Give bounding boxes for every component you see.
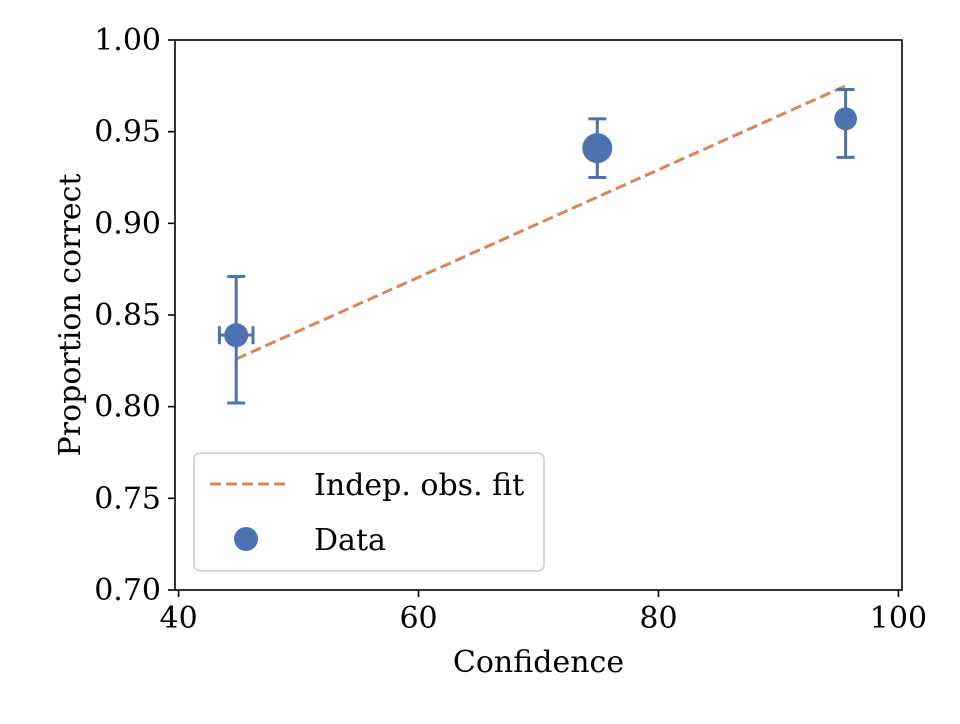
x-axis-label: Confidence [453, 645, 624, 680]
data-point [224, 323, 249, 348]
marks-layer [217, 84, 858, 405]
y-tick-label: 0.85 [94, 298, 161, 333]
x-tick-label: 40 [160, 601, 198, 636]
y-tick-label: 0.70 [94, 573, 161, 608]
y-tick-label: 1.00 [94, 23, 161, 58]
data-point [582, 133, 613, 164]
y-tick-label: 0.80 [94, 390, 161, 425]
data-point-group [834, 88, 858, 159]
x-tick-label: 100 [870, 601, 927, 636]
x-tick-label: 60 [399, 601, 437, 636]
fit-line [235, 84, 847, 361]
y-tick-label: 0.90 [94, 206, 161, 241]
data-point-group [217, 275, 255, 405]
legend-swatch-data [234, 527, 258, 551]
legend: Indep. obs. fit Data [193, 452, 545, 572]
y-tick-label: 0.95 [94, 115, 161, 150]
legend-label-data: Data [314, 523, 386, 558]
x-tick-label: 80 [639, 601, 677, 636]
axes-layer: 40 60 80 100 0.70 0.75 0.80 0.85 0.90 0.95 1.00 [94, 23, 927, 636]
legend-label-fit: Indep. obs. fit [314, 468, 524, 503]
data-point [834, 107, 858, 131]
y-tick-label: 0.75 [94, 481, 161, 516]
y-axis-label: Proportion correct [53, 174, 88, 457]
data-point-group [582, 117, 613, 179]
